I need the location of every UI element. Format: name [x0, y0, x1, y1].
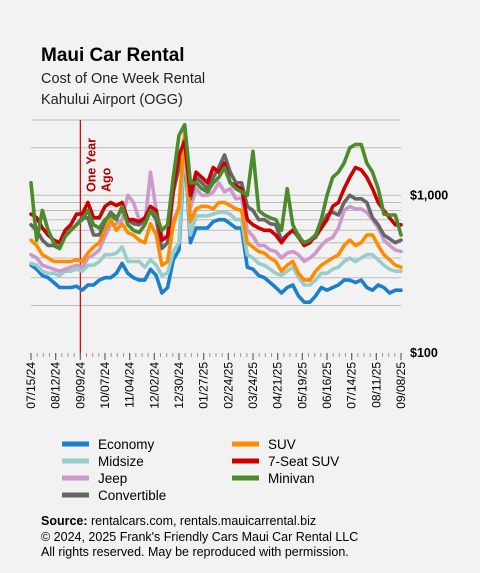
x-tick-label: 10/07/24	[98, 362, 112, 409]
y-tick-label: $1,000	[410, 188, 448, 202]
series-line-minivan	[29, 122, 403, 251]
series-line-midsize	[29, 139, 403, 287]
x-tick-label: 01/27/25	[197, 362, 211, 409]
footer-rights: All rights reserved. May be reproduced w…	[41, 545, 349, 559]
chart-title: Maui Car Rental	[41, 45, 185, 66]
x-tick-label: 12/30/24	[172, 362, 186, 409]
footer-source-text: rentalcars.com, rentals.mauicarrental.bi…	[88, 514, 317, 528]
chart-subtitle-1: Cost of One Week Rental	[41, 71, 205, 87]
x-tick-label: 11/04/24	[123, 362, 137, 408]
x-tick-label: 05/19/25	[295, 362, 309, 409]
x-tick-label: 12/02/24	[147, 362, 161, 409]
one-year-ago-label: One Year Ago	[84, 135, 113, 192]
x-tick-label: 07/14/25	[345, 362, 359, 409]
one-year-ago-label-line1: One Year	[84, 138, 98, 192]
x-axis: 07/15/24 08/12/24 09/09/24 10/07/24 11/04/24…	[24, 353, 408, 409]
series-line-convertible	[29, 133, 403, 251]
one-year-ago-label-line2: Ago	[99, 167, 113, 192]
legend-label-economy: Economy	[98, 437, 155, 452]
y-tick-label: $100	[410, 346, 438, 360]
footer-copyright: © 2024, 2025 Frank's Friendly Cars Maui …	[41, 530, 358, 544]
x-tick-label: 08/12/24	[49, 362, 63, 409]
legend: Economy Midsize Jeep Convertible SUV 7-Seat S…	[62, 437, 339, 503]
footer-source: Source: rentalcars.com, rentals.mauicarr…	[41, 514, 316, 528]
legend-label-suv: SUV	[268, 437, 296, 452]
chart-subtitle-2: Kahului Airport (OGG)	[41, 92, 183, 108]
series-line-suv	[29, 130, 403, 282]
legend-label-jeep: Jeep	[98, 471, 127, 486]
x-tick-label: 03/24/25	[246, 362, 260, 409]
x-tick-label: 06/16/25	[320, 362, 334, 409]
series-lines	[29, 122, 403, 305]
x-tick-label: 04/21/25	[271, 362, 285, 409]
y-axis: $100 $1,000	[410, 188, 448, 360]
series-line-jeep	[29, 136, 403, 274]
footer: Source: rentalcars.com, rentals.mauicarr…	[41, 514, 358, 559]
series-line-economy	[29, 146, 403, 305]
x-tick-label: 07/15/24	[24, 362, 38, 409]
series-line-7-seat-suv	[29, 139, 403, 248]
footer-source-label: Source:	[41, 514, 88, 528]
one-year-ago-annotation: One Year Ago	[79, 120, 113, 353]
legend-label-7-seat-suv: 7-Seat SUV	[268, 454, 339, 469]
x-tick-label: 09/08/25	[394, 362, 408, 409]
x-tick-label: 09/09/24	[73, 362, 87, 409]
x-tick-label: 02/24/25	[221, 362, 235, 409]
legend-label-minivan: Minivan	[268, 471, 315, 486]
legend-label-convertible: Convertible	[98, 488, 166, 503]
x-tick-label: 08/11/25	[369, 362, 383, 408]
legend-label-midsize: Midsize	[98, 454, 144, 469]
